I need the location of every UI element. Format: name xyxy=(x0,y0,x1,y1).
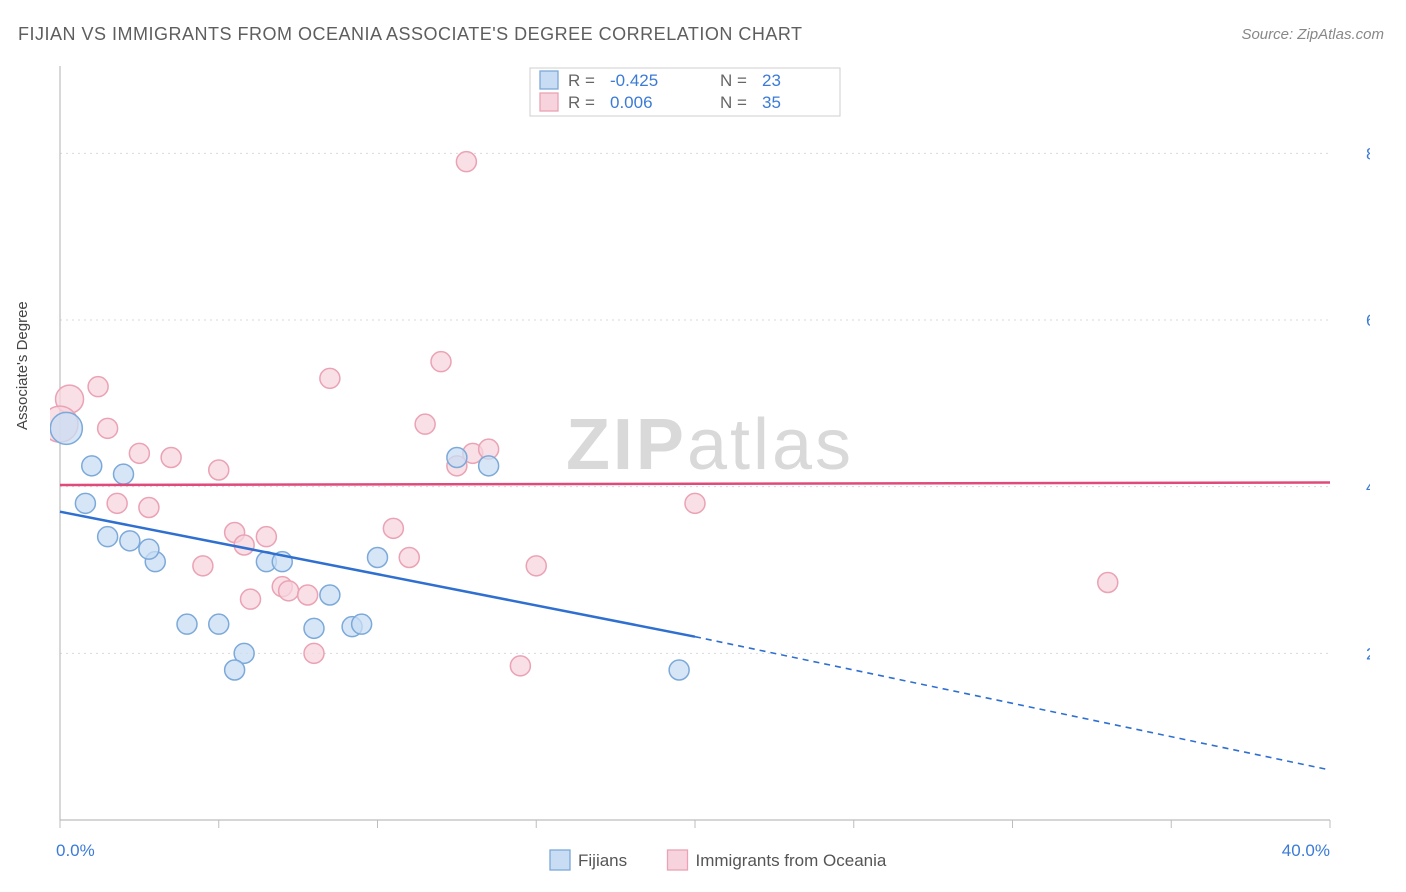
legend-r-label: R = xyxy=(568,93,595,112)
scatter-point xyxy=(510,656,530,676)
legend-swatch xyxy=(550,850,570,870)
scatter-point xyxy=(114,464,134,484)
scatter-point xyxy=(352,614,372,634)
scatter-point xyxy=(129,443,149,463)
x-tick-label: 40.0% xyxy=(1282,841,1330,860)
y-tick-label: 60.0% xyxy=(1366,311,1370,330)
scatter-point xyxy=(88,377,108,397)
scatter-point xyxy=(431,352,451,372)
scatter-point xyxy=(82,456,102,476)
y-tick-label: 40.0% xyxy=(1366,478,1370,497)
scatter-point xyxy=(139,539,159,559)
legend-n-value: 35 xyxy=(762,93,781,112)
scatter-point xyxy=(209,614,229,634)
legend-r-value: 0.006 xyxy=(610,93,653,112)
scatter-point xyxy=(193,556,213,576)
legend-series: Fijians Immigrants from Oceania xyxy=(550,850,887,870)
legend-r-label: R = xyxy=(568,71,595,90)
scatter-point xyxy=(383,518,403,538)
scatter-point xyxy=(320,368,340,388)
legend-swatch xyxy=(668,850,688,870)
scatter-point xyxy=(139,498,159,518)
scatter-point xyxy=(177,614,197,634)
scatter-point xyxy=(1098,573,1118,593)
regression-line-extrapolated xyxy=(695,637,1330,770)
y-tick-label: 80.0% xyxy=(1366,144,1370,163)
x-tick-label: 0.0% xyxy=(56,841,95,860)
scatter-point xyxy=(75,493,95,513)
scatter-point xyxy=(399,548,419,568)
legend-swatch xyxy=(540,93,558,111)
y-axis-label: Associate's Degree xyxy=(14,301,31,430)
legend-correlation: R = -0.425 N = 23 R = 0.006 N = 35 xyxy=(530,68,840,116)
scatter-point xyxy=(526,556,546,576)
scatter-point xyxy=(234,535,254,555)
scatter-point xyxy=(368,548,388,568)
y-tick-label: 20.0% xyxy=(1366,644,1370,663)
scatter-point xyxy=(279,581,299,601)
scatter-point xyxy=(415,414,435,434)
scatter-point xyxy=(685,493,705,513)
scatter-point xyxy=(479,456,499,476)
legend-series-label: Immigrants from Oceania xyxy=(696,851,887,870)
scatter-point xyxy=(456,152,476,172)
chart-title: FIJIAN VS IMMIGRANTS FROM OCEANIA ASSOCI… xyxy=(18,24,803,45)
scatter-point xyxy=(107,493,127,513)
scatter-point xyxy=(161,448,181,468)
scatter-point xyxy=(304,643,324,663)
source-attribution: Source: ZipAtlas.com xyxy=(1241,26,1384,43)
scatter-point xyxy=(209,460,229,480)
legend-n-label: N = xyxy=(720,71,747,90)
legend-series-label: Fijians xyxy=(578,851,627,870)
legend-swatch xyxy=(540,71,558,89)
scatter-point xyxy=(120,531,140,551)
chart-container: FIJIAN VS IMMIGRANTS FROM OCEANIA ASSOCI… xyxy=(0,0,1406,892)
scatter-point xyxy=(669,660,689,680)
scatter-point xyxy=(98,418,118,438)
chart-svg: 20.0% 40.0% 60.0% 80.0% 0.0% 40.0% R = -0.425 N … xyxy=(50,60,1370,880)
scatter-point xyxy=(241,589,261,609)
scatter-point xyxy=(447,448,467,468)
regression-line xyxy=(60,512,695,637)
scatter-point xyxy=(304,618,324,638)
regression-line xyxy=(60,483,1330,486)
scatter-point xyxy=(225,660,245,680)
legend-n-value: 23 xyxy=(762,71,781,90)
scatter-point xyxy=(256,527,276,547)
scatter-point xyxy=(98,527,118,547)
legend-r-value: -0.425 xyxy=(610,71,658,90)
scatter-point xyxy=(298,585,318,605)
plot-area: ZIPatlas 20.0%40.0%60.0%80.0%0.0%40.0%R … xyxy=(50,60,1370,830)
scatter-point xyxy=(50,412,82,444)
legend-n-label: N = xyxy=(720,93,747,112)
scatter-point xyxy=(320,585,340,605)
